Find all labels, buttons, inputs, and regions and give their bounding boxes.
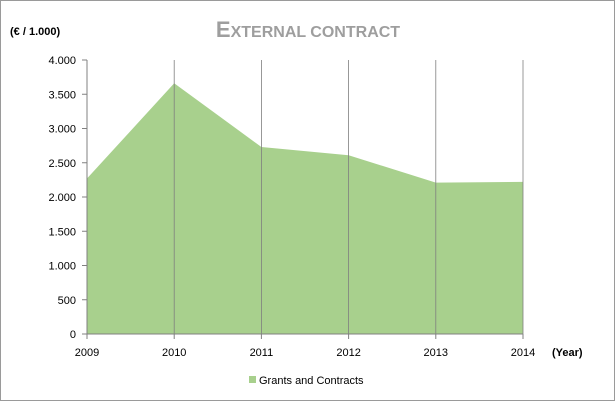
chart-title: EXTERNAL CONTRACT xyxy=(216,17,400,42)
y-axis-unit-label: (€ / 1.000) xyxy=(10,26,60,38)
legend-swatch xyxy=(249,376,256,383)
chart-title-rest: XTERNAL CONTRACT xyxy=(231,24,401,41)
y-tick-label: 2.500 xyxy=(48,158,76,170)
y-tick-label: 1.500 xyxy=(48,226,76,238)
x-tick-label: 2011 xyxy=(250,347,274,359)
area-series-grants-and-contracts xyxy=(87,83,523,334)
y-tick-label: 3.500 xyxy=(48,89,76,101)
x-tick-label: 2014 xyxy=(511,347,535,359)
y-tick-label: 4.000 xyxy=(48,55,76,67)
x-tick-label: 2010 xyxy=(162,347,186,359)
plot-area: 0 500 1.000 1.500 2.000 2.500 3.000 3.500 4.000 2… xyxy=(48,55,535,359)
y-tick-label: 0 xyxy=(70,329,76,341)
x-axis-unit-label: (Year) xyxy=(552,347,583,359)
y-tick-label: 2.000 xyxy=(48,192,76,204)
legend: Grants and Contracts xyxy=(249,375,364,387)
legend-label: Grants and Contracts xyxy=(259,375,364,387)
y-tick-label: 1.000 xyxy=(48,261,76,273)
y-tick-label: 500 xyxy=(58,295,76,307)
x-tick-label: 2013 xyxy=(424,347,448,359)
x-tick-label: 2009 xyxy=(75,347,99,359)
chart-title-initial: E xyxy=(216,17,231,42)
x-tick-label: 2012 xyxy=(336,347,360,359)
y-tick-label: 3.000 xyxy=(48,124,76,136)
